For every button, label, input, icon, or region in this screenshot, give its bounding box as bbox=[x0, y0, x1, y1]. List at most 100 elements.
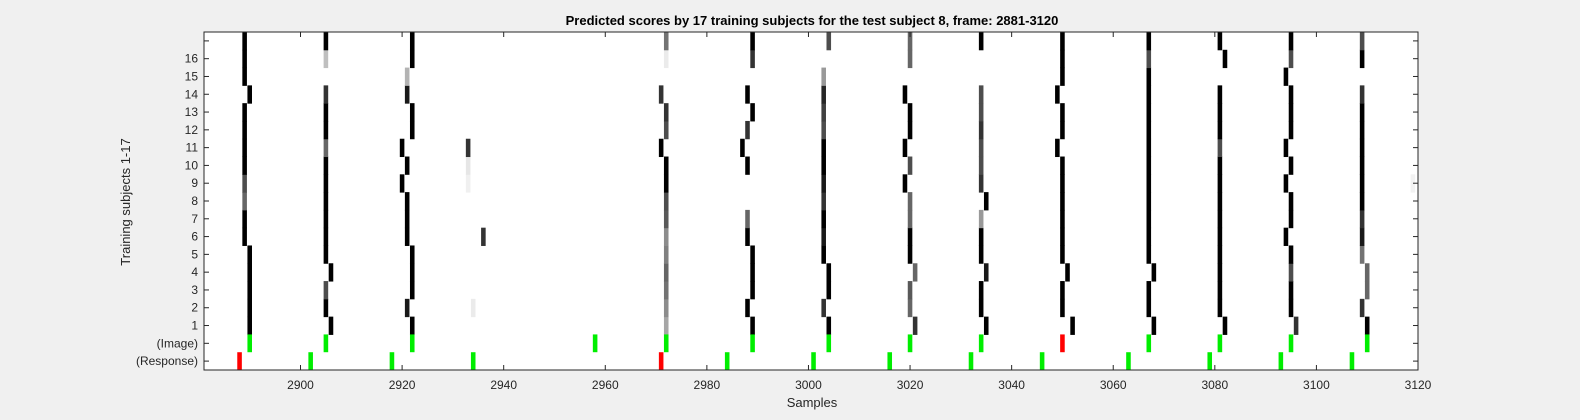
score-cell bbox=[1060, 192, 1065, 211]
score-cell bbox=[663, 103, 669, 122]
score-cell bbox=[1288, 192, 1294, 211]
image-marker bbox=[1217, 334, 1223, 353]
score-cell bbox=[409, 281, 415, 300]
score-cell bbox=[1359, 192, 1365, 211]
score-cell bbox=[1410, 174, 1416, 193]
score-cell bbox=[983, 263, 989, 282]
score-cell bbox=[409, 263, 415, 282]
score-cell bbox=[323, 32, 329, 51]
score-cell bbox=[821, 120, 826, 140]
score-cell bbox=[1288, 120, 1294, 140]
score-cell bbox=[663, 174, 669, 193]
score-cell bbox=[1217, 192, 1223, 211]
score-cell bbox=[821, 174, 826, 193]
score-cell bbox=[1146, 85, 1152, 104]
score-cell bbox=[1283, 67, 1289, 86]
score-cell bbox=[1288, 32, 1294, 51]
image-marker bbox=[1288, 334, 1294, 353]
response-marker bbox=[811, 352, 816, 370]
score-cell bbox=[1070, 316, 1075, 335]
score-cell bbox=[821, 156, 826, 175]
score-cell bbox=[1288, 103, 1294, 122]
y-tick-label: 12 bbox=[185, 123, 199, 137]
score-cell bbox=[745, 85, 750, 104]
score-cell bbox=[1283, 138, 1289, 158]
response-marker bbox=[470, 352, 476, 370]
score-cell bbox=[1146, 298, 1152, 318]
score-cell bbox=[1060, 298, 1065, 318]
score-cell bbox=[663, 156, 669, 175]
score-cell bbox=[663, 298, 669, 318]
score-cell bbox=[1283, 227, 1289, 246]
score-cell bbox=[323, 138, 329, 158]
score-cell bbox=[242, 227, 247, 246]
y-tick-label: 7 bbox=[191, 212, 198, 226]
score-cell bbox=[1151, 263, 1157, 282]
score-cell bbox=[247, 245, 252, 264]
score-cell bbox=[750, 281, 755, 300]
score-cell bbox=[247, 281, 252, 300]
score-cell bbox=[912, 263, 918, 282]
score-stripe bbox=[323, 32, 334, 335]
score-cell bbox=[465, 138, 471, 158]
score-cell bbox=[983, 316, 989, 335]
score-cell bbox=[409, 49, 415, 69]
score-cell bbox=[409, 120, 415, 140]
score-cell bbox=[826, 32, 832, 51]
score-cell bbox=[1146, 245, 1152, 264]
response-marker bbox=[887, 352, 893, 370]
response-marker bbox=[658, 352, 664, 370]
score-cell bbox=[750, 316, 755, 335]
score-cell bbox=[663, 227, 669, 246]
y-tick-label: 16 bbox=[185, 52, 199, 66]
score-cell bbox=[404, 209, 410, 229]
score-cell bbox=[740, 138, 745, 158]
score-cell bbox=[242, 192, 247, 211]
score-stripe bbox=[821, 32, 832, 335]
score-cell bbox=[242, 174, 247, 193]
score-cell bbox=[399, 174, 405, 193]
response-marker bbox=[1207, 352, 1213, 370]
response-marker bbox=[389, 352, 395, 370]
score-cell bbox=[1060, 32, 1065, 51]
score-cell bbox=[1359, 245, 1365, 264]
score-cell bbox=[663, 245, 669, 264]
score-cell bbox=[663, 281, 669, 300]
score-cell bbox=[821, 227, 826, 246]
score-cell bbox=[1359, 298, 1365, 318]
score-stripe bbox=[740, 32, 755, 335]
score-cell bbox=[404, 298, 410, 318]
y-tick-label: (Response) bbox=[136, 354, 198, 368]
score-cell bbox=[663, 32, 669, 51]
y-tick-label: 2 bbox=[191, 301, 198, 315]
score-cell bbox=[323, 174, 329, 193]
score-cell bbox=[902, 174, 908, 193]
score-cell bbox=[745, 156, 750, 175]
score-cell bbox=[907, 49, 913, 69]
y-tick-label: 1 bbox=[191, 319, 198, 333]
score-stripe bbox=[465, 138, 486, 318]
score-cell bbox=[745, 227, 750, 246]
y-tick-label: (Image) bbox=[157, 336, 198, 350]
x-tick-label: 3080 bbox=[1201, 378, 1228, 392]
score-cell bbox=[323, 209, 329, 229]
score-stripe bbox=[1055, 32, 1075, 335]
score-stripe bbox=[978, 32, 989, 335]
score-cell bbox=[409, 245, 415, 264]
score-cell bbox=[1146, 227, 1152, 246]
score-stripe bbox=[1410, 174, 1416, 193]
score-cell bbox=[1217, 227, 1223, 246]
score-cell bbox=[323, 281, 329, 300]
score-stripes bbox=[242, 32, 1416, 335]
score-stripe bbox=[242, 32, 252, 335]
score-cell bbox=[821, 67, 826, 86]
score-cell bbox=[663, 209, 669, 229]
score-cell bbox=[907, 32, 913, 51]
score-cell bbox=[242, 103, 247, 122]
x-tick-label: 2980 bbox=[694, 378, 721, 392]
score-cell bbox=[978, 174, 984, 193]
score-cell bbox=[1060, 156, 1065, 175]
score-cell bbox=[1359, 103, 1365, 122]
score-cell bbox=[1293, 316, 1299, 335]
